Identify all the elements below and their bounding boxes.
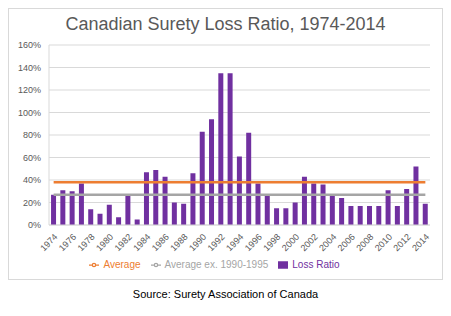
svg-text:120%: 120% (18, 85, 41, 95)
svg-text:1994: 1994 (224, 232, 245, 253)
svg-text:40%: 40% (23, 175, 41, 185)
html-text:Loss Ratio: Loss Ratio (292, 259, 340, 270)
svg-text:2010: 2010 (373, 232, 394, 253)
html-text:Source: Surety Association of: Source: Surety Association of Canada (132, 288, 319, 300)
svg-text:2006: 2006 (336, 232, 357, 253)
svg-text:1992: 1992 (206, 232, 227, 253)
html-text:Average ex. 1990-1995: Average ex. 1990-1995 (164, 259, 269, 270)
svg-text:1986: 1986 (150, 232, 171, 253)
svg-text:1998: 1998 (261, 232, 282, 253)
svg-text:100%: 100% (18, 108, 41, 118)
svg-text:1996: 1996 (243, 232, 264, 253)
svg-text:2008: 2008 (354, 232, 375, 253)
svg-text:60%: 60% (23, 153, 41, 163)
svg-text:2004: 2004 (317, 232, 338, 253)
svg-text:1990: 1990 (187, 232, 208, 253)
svg-text:80%: 80% (23, 130, 41, 140)
svg-text:160%: 160% (18, 40, 41, 50)
html-text:Average: Average (103, 259, 141, 270)
svg-text:1974: 1974 (38, 232, 59, 253)
html-text:Canadian Surety Loss Ratio, 19: Canadian Surety Loss Ratio, 1974-2014 (65, 14, 386, 34)
svg-text:1980: 1980 (94, 232, 115, 253)
svg-text:2012: 2012 (391, 232, 412, 253)
svg-text:20%: 20% (23, 198, 41, 208)
svg-text:1976: 1976 (57, 232, 78, 253)
svg-text:2002: 2002 (299, 232, 320, 253)
svg-text:1982: 1982 (113, 232, 134, 253)
svg-text:1984: 1984 (131, 232, 152, 253)
svg-text:140%: 140% (18, 63, 41, 73)
svg-text:1988: 1988 (168, 232, 189, 253)
svg-text:2000: 2000 (280, 232, 301, 253)
svg-text:2014: 2014 (410, 232, 431, 253)
svg-text:0%: 0% (28, 220, 41, 230)
svg-text:1978: 1978 (76, 232, 97, 253)
